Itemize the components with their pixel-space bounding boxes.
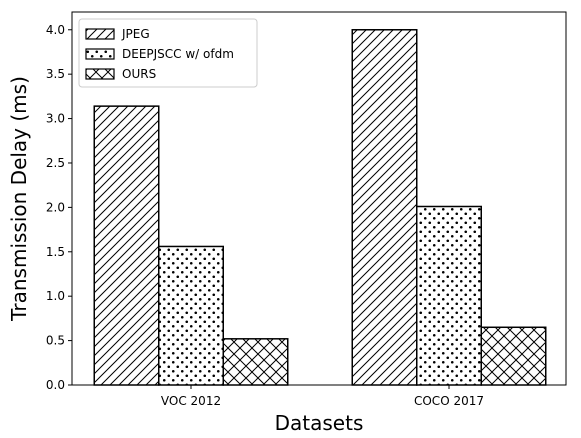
x-axis-title: Datasets — [275, 411, 364, 435]
y-tick-label: 3.0 — [46, 112, 65, 126]
y-tick-label: 2.5 — [46, 156, 65, 170]
legend-swatch — [85, 68, 115, 80]
x-tick-label: COCO 2017 — [414, 394, 484, 408]
y-tick-label: 0.0 — [46, 378, 65, 392]
legend-label: OURS — [122, 67, 156, 81]
bar-deepjscc-w-ofdm-voc-2012 — [158, 245, 224, 386]
x-tick-label: VOC 2012 — [161, 394, 221, 408]
y-axis-title: Transmission Delay (ms) — [7, 76, 31, 322]
y-tick-label: 0.5 — [46, 334, 65, 348]
legend-label: DEEPJSCC w/ ofdm — [122, 47, 234, 61]
bars-group — [93, 29, 547, 386]
y-tick-label: 2.0 — [46, 200, 65, 214]
y-tick-label: 4.0 — [46, 23, 65, 37]
bar-ours-coco-2017 — [480, 326, 547, 386]
bar-jpeg-coco-2017 — [351, 29, 418, 386]
legend-label: JPEG — [121, 27, 150, 41]
y-axis: 0.0 0.5 1.0 1.5 2.0 2.5 3.0 3.5 4.0 — [46, 23, 72, 392]
y-tick-label: 3.5 — [46, 67, 65, 81]
y-tick-label: 1.0 — [46, 289, 65, 303]
legend-box — [78, 18, 258, 88]
legend-swatch — [85, 28, 115, 40]
x-axis: VOC 2012 COCO 2017 — [161, 385, 484, 408]
legend-swatch — [85, 48, 115, 60]
legend: JPEG DEEPJSCC w/ ofdm OURS — [78, 18, 258, 88]
bar-ours-voc-2012 — [222, 338, 289, 386]
bar-jpeg-voc-2012 — [93, 105, 160, 386]
plot-frame — [71, 11, 567, 386]
y-tick-label: 1.5 — [46, 245, 65, 259]
bar-deepjscc-w-ofdm-coco-2017 — [416, 205, 482, 386]
